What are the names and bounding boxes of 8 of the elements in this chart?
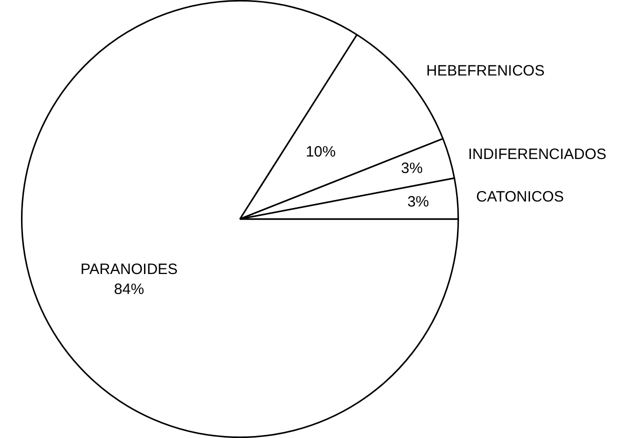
- data-label: 3%: [407, 193, 430, 210]
- slice-label: PARANOIDES: [80, 261, 178, 278]
- slice-label: HEBEFRENICOS: [426, 62, 545, 80]
- data-label: 10%: [306, 143, 336, 160]
- slice-label: CATONICOS: [476, 188, 564, 206]
- slice-label: INDIFERENCIADOS: [468, 146, 606, 164]
- data-label: 3%: [401, 160, 423, 178]
- data-label: 84%: [114, 281, 144, 298]
